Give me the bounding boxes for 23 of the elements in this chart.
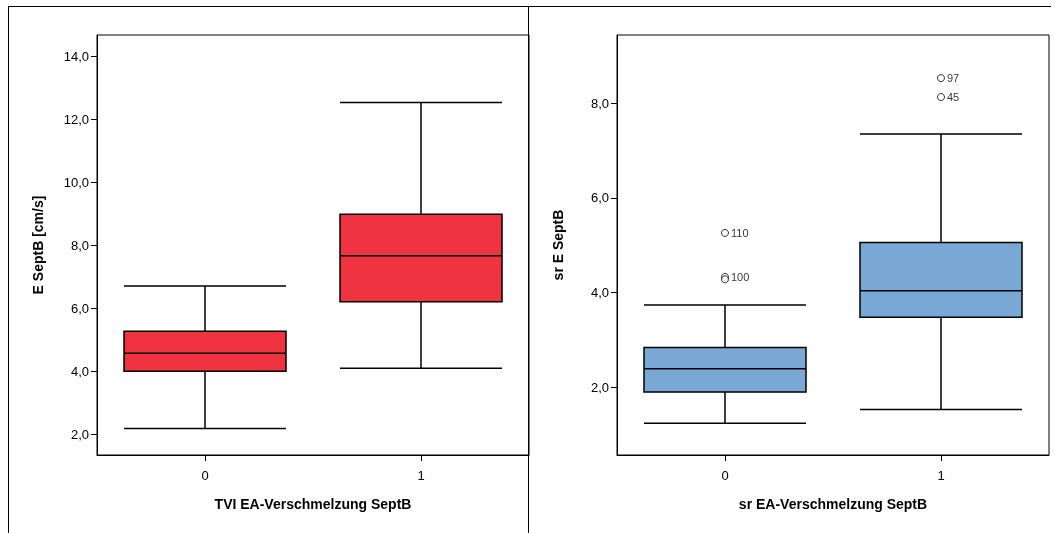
y-tick-label: 6,0 (70, 300, 89, 316)
y-tick-label: 12,0 (63, 111, 89, 127)
annotation: 97 (946, 72, 959, 85)
annotation: 110 (730, 226, 749, 239)
annotation: 100 (730, 270, 749, 283)
y-tick-label: 2,0 (590, 379, 609, 395)
y-axis-title: E SeptB [cm/s] (30, 195, 46, 295)
x-tick-label: 0 (201, 468, 209, 483)
y-tick-label: 10,0 (63, 174, 89, 190)
x-tick-label: 1 (417, 468, 425, 483)
annotation: 45 (946, 91, 959, 104)
y-tick-label: 4,0 (70, 363, 89, 379)
y-tick-label: 6,0 (590, 190, 609, 206)
x-axis-title: TVI EA-Verschmelzung SeptB (214, 496, 412, 512)
y-axis-title: sr E SeptB (549, 209, 566, 281)
y-tick-label: 14,0 (63, 48, 89, 64)
y-tick-label: 8,0 (590, 95, 609, 111)
x-tick-label: 1 (936, 468, 945, 483)
x-tick-label: 0 (720, 468, 729, 483)
x-axis-title: sr EA-Verschmelzung SeptB (738, 496, 927, 512)
y-tick-label: 4,0 (590, 285, 609, 301)
y-tick-label: 8,0 (70, 237, 89, 253)
y-tick-label: 2,0 (70, 426, 89, 442)
